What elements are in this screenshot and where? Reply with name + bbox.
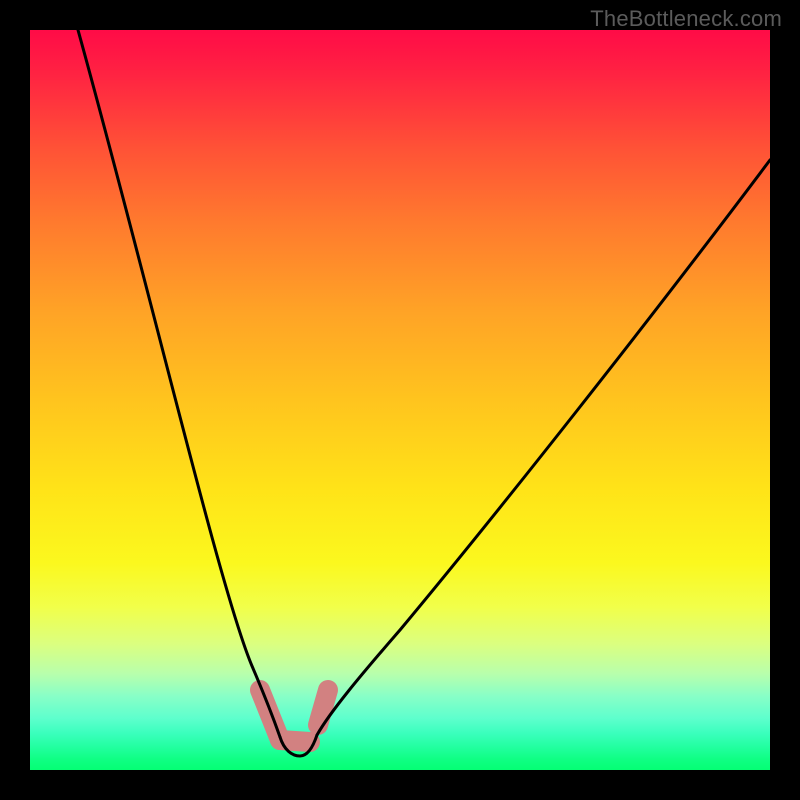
highlight-segment [280,740,310,742]
chart-frame: TheBottleneck.com [0,0,800,800]
curve-right-branch [317,160,770,735]
plot-area [30,30,770,770]
watermark-text: TheBottleneck.com [590,6,782,32]
curve-layer [30,30,770,770]
curve-left-branch [78,30,280,737]
bottleneck-curve [78,30,770,756]
